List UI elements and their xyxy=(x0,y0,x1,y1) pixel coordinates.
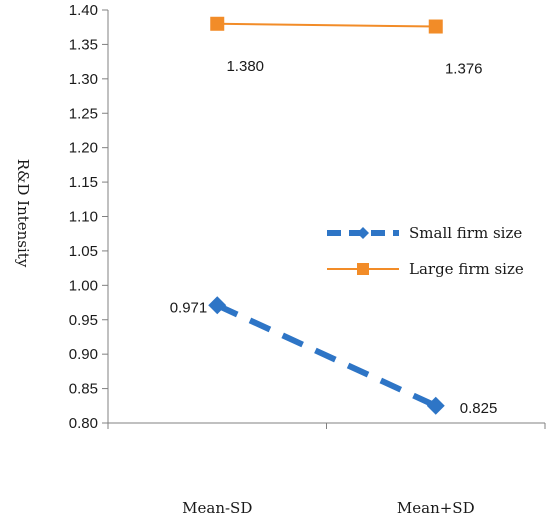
data-label: 0.825 xyxy=(460,400,498,417)
x-axis-category-label: Mean-SD xyxy=(182,499,252,517)
series-group: 0.971 0.825 1.380 1.376 xyxy=(170,16,498,417)
y-axis-label: R&D Intensity xyxy=(14,159,32,268)
legend-label: Small firm size xyxy=(409,224,522,242)
data-label: 0.971 xyxy=(170,299,208,316)
data-label: 1.380 xyxy=(226,58,264,75)
y-axis-tick-label: 0.85 xyxy=(69,381,98,398)
y-axis-tick-label: 1.20 xyxy=(69,140,98,157)
data-point-marker xyxy=(428,19,443,34)
data-point-marker xyxy=(210,16,225,31)
data-point-marker xyxy=(426,396,445,415)
series-line-large-firm xyxy=(217,22,436,28)
y-axis-ticks: 0.80 0.85 0.90 0.95 1.00 1.05 1.10 1.15 1.20 1.25… xyxy=(69,2,108,432)
x-axis-category-label: Mean+SD xyxy=(397,499,475,517)
y-axis-tick-label: 1.00 xyxy=(69,277,98,294)
series-line-small-firm xyxy=(215,302,438,409)
y-axis-tick-label: 1.15 xyxy=(69,174,98,191)
legend-marker xyxy=(357,227,369,239)
y-axis-tick-label: 0.95 xyxy=(69,312,98,329)
y-axis-tick-label: 1.30 xyxy=(69,71,98,88)
legend-marker xyxy=(357,263,369,275)
legend: Small firm size Large firm size xyxy=(327,224,524,278)
y-axis-tick-label: 1.35 xyxy=(69,36,98,53)
data-point-marker xyxy=(208,296,227,315)
y-axis-tick-label: 1.25 xyxy=(69,105,98,122)
y-axis-tick-label: 1.10 xyxy=(69,209,98,226)
legend-label: Large firm size xyxy=(409,260,524,278)
y-axis-tick-label: 0.80 xyxy=(69,415,98,432)
y-axis-tick-label: 1.40 xyxy=(69,2,98,19)
y-axis-tick-label: 1.05 xyxy=(69,243,98,260)
x-axis-categories: Mean-SD Mean+SD xyxy=(182,499,474,517)
data-label: 1.376 xyxy=(445,61,483,78)
y-axis-tick-label: 0.90 xyxy=(69,346,98,363)
